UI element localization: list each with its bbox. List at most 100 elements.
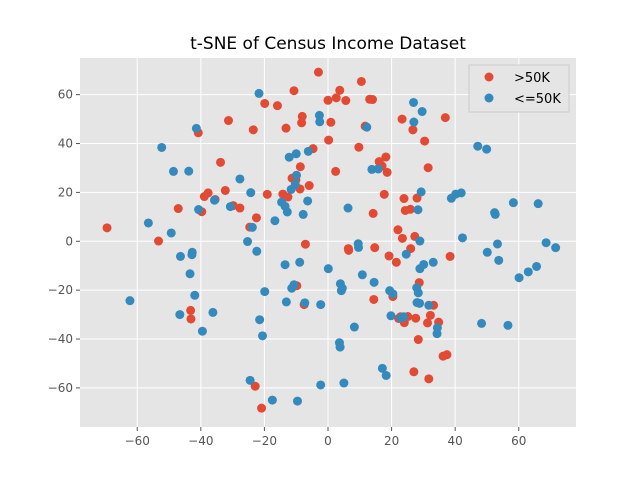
point-le50k: [258, 331, 268, 341]
data-points: [102, 67, 561, 413]
chart-title: t-SNE of Census Income Dataset: [190, 34, 466, 54]
point-gt50k: [223, 116, 233, 126]
point-le50k: [235, 174, 245, 184]
legend-marker-le50k: [484, 93, 494, 103]
point-gt50k: [102, 223, 112, 233]
point-le50k: [416, 187, 426, 197]
point-le50k: [413, 288, 423, 298]
point-gt50k: [262, 189, 272, 199]
point-le50k: [473, 141, 483, 151]
point-gt50k: [424, 374, 434, 384]
point-le50k: [399, 312, 409, 322]
point-le50k: [281, 297, 291, 307]
point-le50k: [419, 259, 429, 269]
point-le50k: [168, 166, 178, 176]
point-le50k: [282, 207, 292, 217]
point-gt50k: [393, 225, 403, 235]
point-gt50k: [379, 189, 389, 199]
x-axis: −60 −40 −20 0 20 40 60: [125, 427, 526, 448]
point-le50k: [386, 311, 396, 321]
point-le50k: [209, 195, 219, 205]
point-gt50k: [420, 136, 430, 146]
point-le50k: [292, 170, 302, 180]
point-gt50k: [399, 194, 409, 204]
x-tick-label: −60: [125, 434, 150, 448]
point-le50k: [373, 164, 383, 174]
point-le50k: [184, 166, 194, 176]
point-le50k: [381, 370, 391, 380]
point-gt50k: [248, 125, 258, 135]
point-gt50k: [370, 243, 380, 253]
point-le50k: [289, 280, 299, 290]
point-le50k: [243, 237, 253, 247]
point-gt50k: [397, 233, 407, 243]
legend: >50K <=50K: [468, 64, 570, 113]
point-le50k: [335, 342, 345, 352]
y-axis: −60 −40 −20 0 20 40 60: [48, 88, 80, 395]
point-le50k: [247, 222, 257, 232]
point-le50k: [457, 233, 467, 243]
point-le50k: [284, 152, 294, 162]
point-le50k: [415, 236, 425, 246]
point-gt50k: [413, 335, 423, 345]
point-le50k: [413, 205, 423, 215]
point-gt50k: [250, 381, 260, 391]
point-le50k: [208, 307, 218, 317]
point-le50k: [246, 188, 256, 198]
point-gt50k: [304, 181, 314, 191]
point-le50k: [270, 216, 280, 226]
point-le50k: [343, 203, 353, 213]
point-le50k: [187, 247, 197, 257]
point-gt50k: [323, 95, 333, 105]
point-le50k: [298, 209, 308, 219]
y-tick-label: −60: [48, 381, 73, 395]
point-le50k: [260, 287, 270, 297]
point-le50k: [197, 326, 207, 336]
x-tick-label: 40: [448, 434, 463, 448]
point-le50k: [225, 202, 235, 212]
point-le50k: [280, 260, 290, 270]
x-tick-label: 0: [324, 434, 332, 448]
point-gt50k: [423, 163, 433, 173]
point-gt50k: [272, 101, 282, 111]
point-gt50k: [391, 257, 401, 267]
point-le50k: [267, 395, 277, 405]
point-gt50k: [331, 93, 341, 103]
point-gt50k: [186, 314, 196, 324]
point-le50k: [541, 238, 551, 248]
y-tick-label: 0: [65, 234, 73, 248]
x-tick-label: 60: [511, 434, 526, 448]
legend-label-le50k: <=50K: [514, 92, 561, 107]
point-le50k: [354, 242, 364, 252]
point-gt50k: [203, 188, 213, 198]
x-tick-label: −20: [252, 434, 277, 448]
point-le50k: [401, 249, 411, 259]
point-gt50k: [356, 76, 366, 86]
point-le50k: [143, 218, 153, 228]
point-le50k: [514, 273, 524, 283]
point-le50k: [252, 246, 262, 256]
legend-label-gt50k: >50K: [514, 71, 550, 86]
legend-box: [468, 64, 570, 113]
point-le50k: [409, 97, 419, 107]
point-gt50k: [423, 318, 433, 328]
point-le50k: [428, 257, 438, 267]
point-gt50k: [300, 239, 310, 249]
point-le50k: [508, 198, 518, 208]
y-tick-label: 40: [58, 137, 73, 151]
point-gt50k: [368, 208, 378, 218]
point-le50k: [432, 323, 442, 333]
point-le50k: [175, 251, 185, 261]
point-le50k: [185, 269, 195, 279]
point-le50k: [490, 209, 500, 219]
point-le50k: [290, 179, 300, 189]
point-le50k: [456, 188, 466, 198]
y-tick-label: −40: [48, 332, 73, 346]
point-le50k: [532, 261, 542, 271]
point-le50k: [424, 300, 434, 310]
point-gt50k: [251, 213, 261, 223]
point-gt50k: [220, 185, 230, 195]
point-gt50k: [409, 367, 419, 377]
y-tick-label: −20: [48, 283, 73, 297]
